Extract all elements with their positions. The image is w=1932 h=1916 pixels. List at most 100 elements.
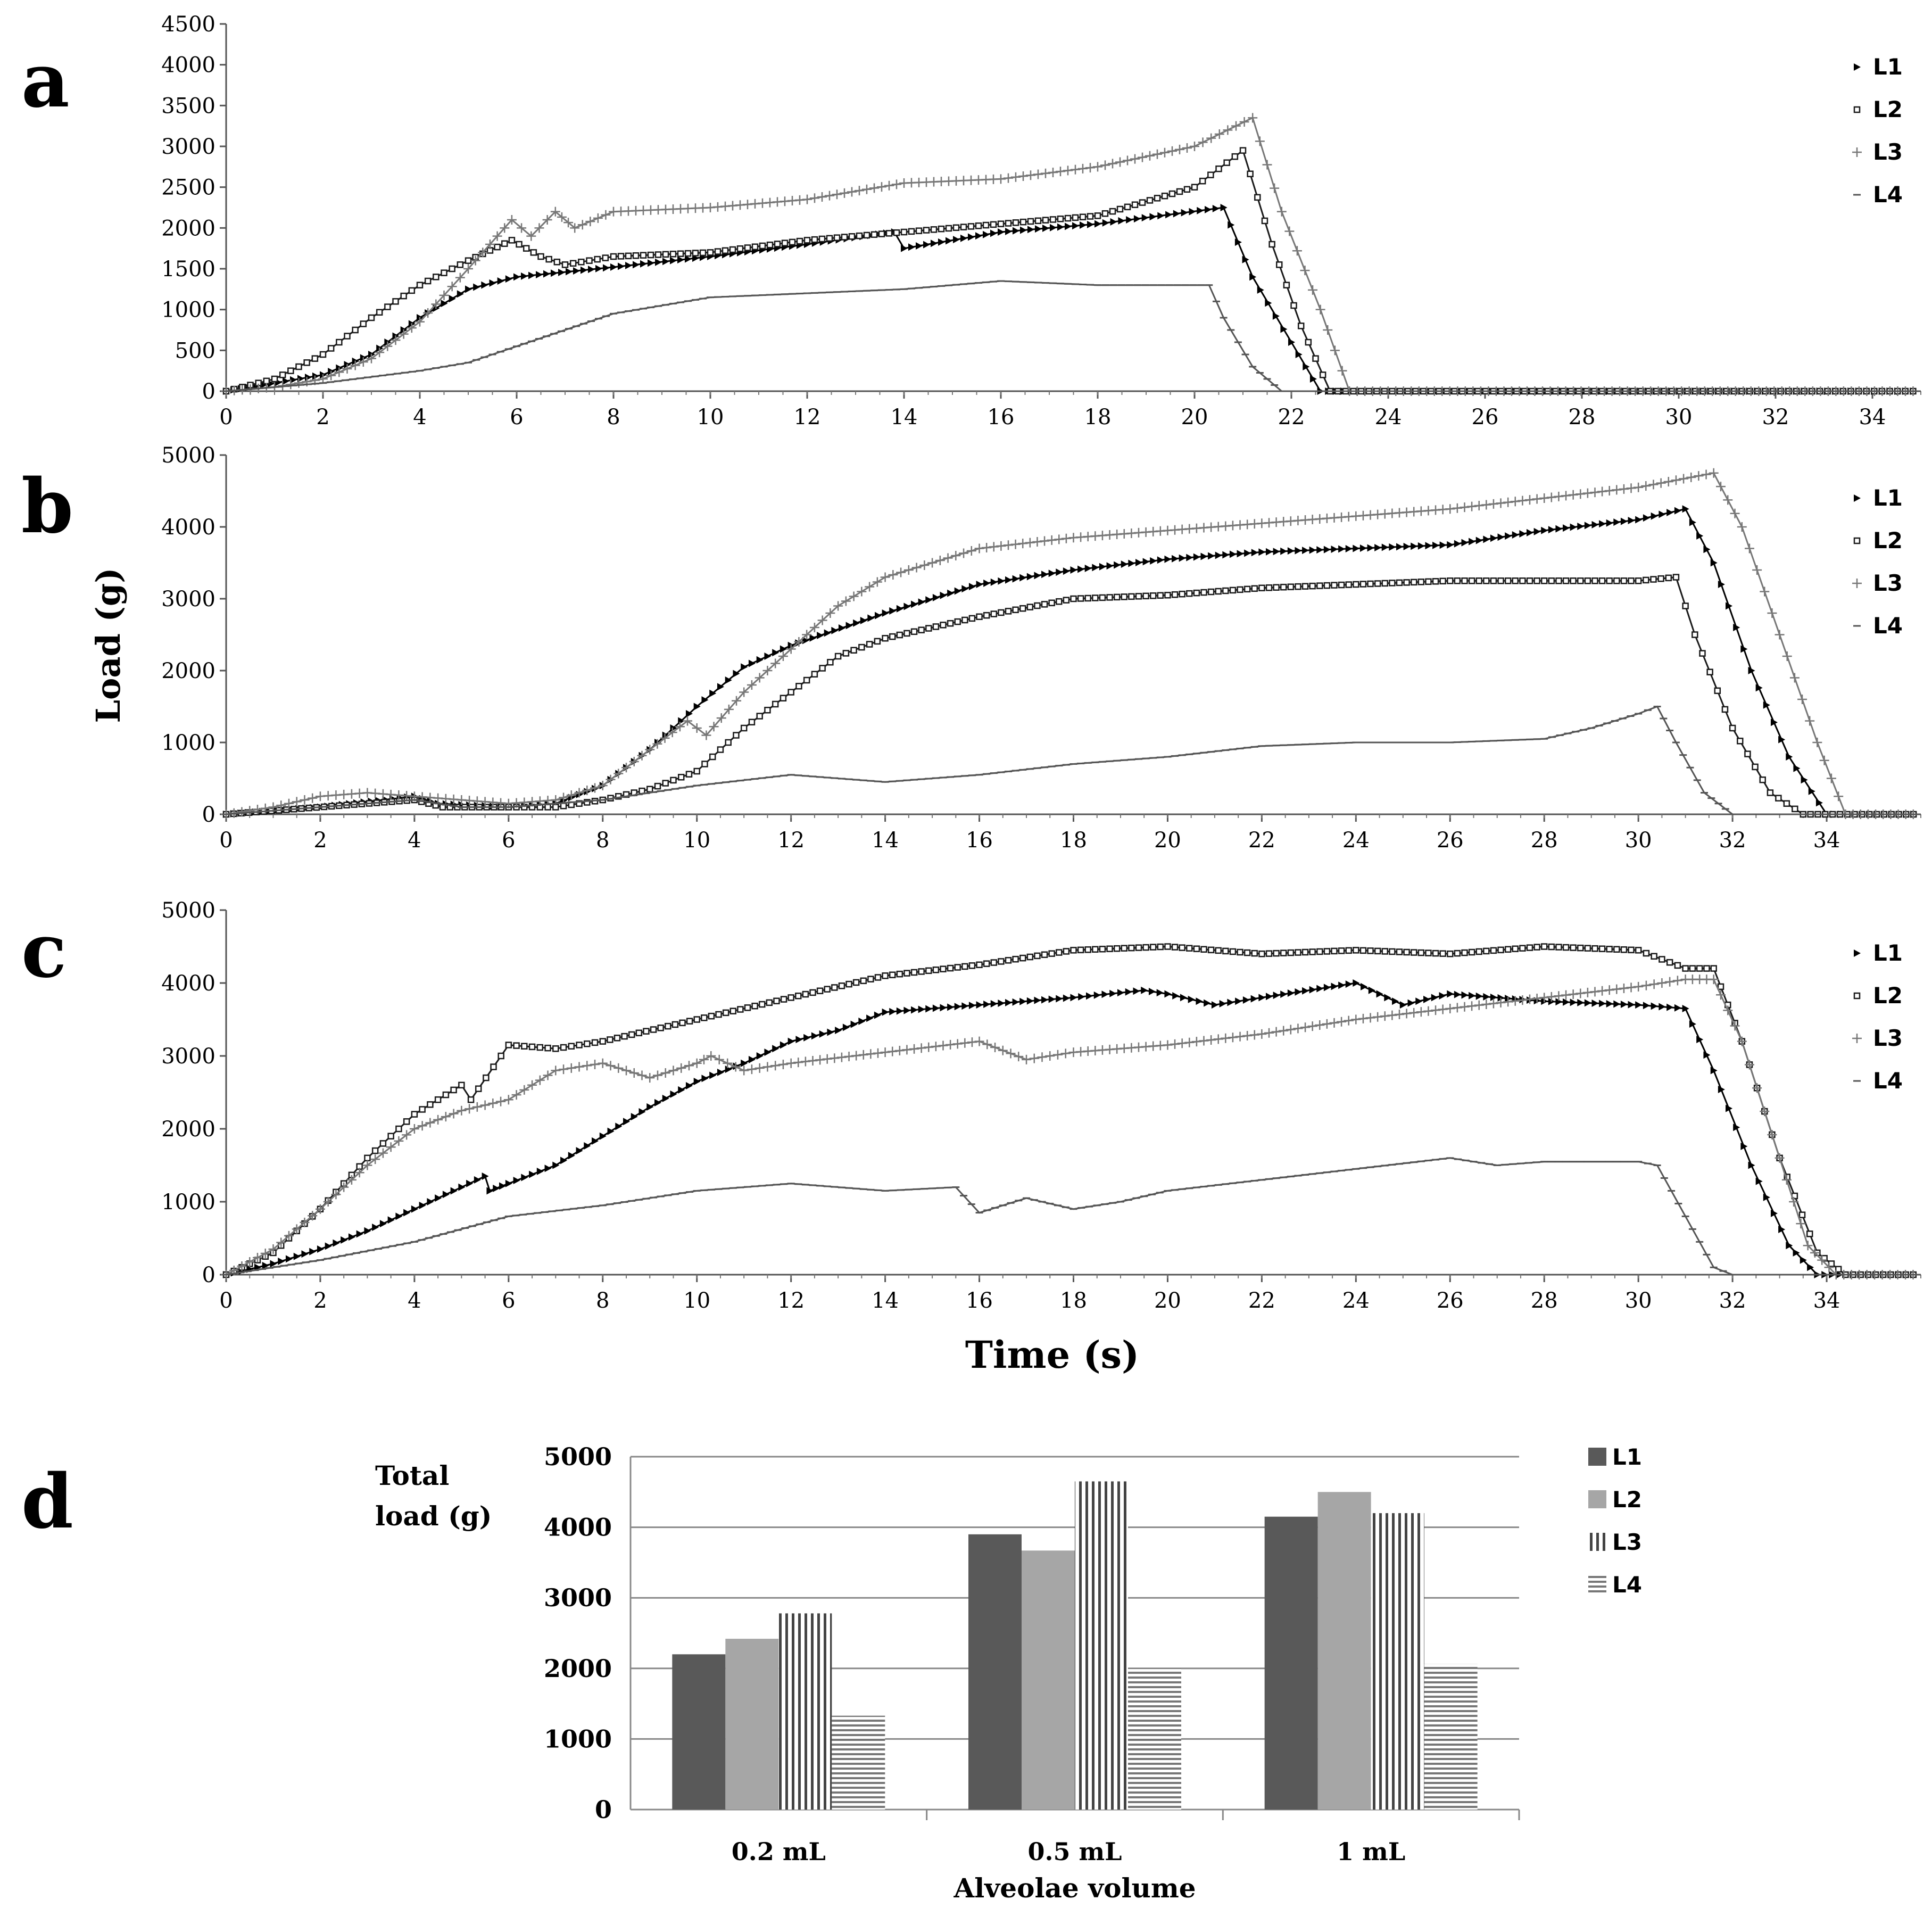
data-point-c-L2-82: [845, 980, 852, 988]
data-point-c-L1-47: [584, 1142, 591, 1150]
data-point-b-L3-199: [1723, 495, 1733, 505]
data-point-c-L3-88: [902, 1045, 912, 1055]
data-point-c-L2-137: [1243, 949, 1251, 956]
data-point-a-L3-31: [470, 255, 480, 266]
data-point-c-L3-76: [815, 1055, 825, 1065]
data-point-a-L1-106: [1035, 225, 1042, 233]
data-point-b-L3-174: [1539, 493, 1549, 503]
data-point-a-L3-135: [1255, 136, 1265, 146]
data-point-c-L3-145: [1322, 1019, 1332, 1029]
data-point-c-L3-128: [1199, 1036, 1209, 1046]
data-point-c-L2-115: [1084, 946, 1091, 953]
data-point-a-L2-134: [1247, 170, 1254, 177]
data-point-b-L3-56: [660, 733, 670, 743]
data-point-b-L3-190: [1656, 478, 1666, 488]
data-point-c-L3-4: [252, 1253, 262, 1263]
x-tick-label-a-13: 26: [1472, 405, 1499, 430]
data-point-b-L2-130: [1200, 589, 1207, 596]
legend-label-b-L4: L4: [1873, 613, 1903, 639]
data-point-c-L2-116: [1092, 946, 1099, 953]
data-point-b-L3-93: [951, 551, 961, 560]
data-point-b-L3-57: [667, 728, 677, 738]
data-point-c-L2-96: [947, 964, 954, 972]
data-point-c-L2-161: [1417, 949, 1425, 956]
data-point-a-L1-59: [677, 256, 684, 264]
data-point-c-L3-146: [1329, 1018, 1339, 1028]
data-point-c-L1-107: [1041, 996, 1049, 1004]
data-point-b-L2-111: [1063, 597, 1070, 604]
data-point-a-L2-97: [967, 223, 975, 230]
x-tick-label-b-13: 26: [1437, 828, 1464, 853]
data-point-c-L2-130: [1193, 945, 1200, 952]
bar-d-L4-0: [832, 1715, 885, 1810]
x-tick-label-a-1: 2: [316, 405, 329, 430]
data-point-b-L1-168: [1469, 538, 1476, 546]
data-point-c-L2-151: [1345, 947, 1352, 954]
data-point-a-L1-44: [566, 268, 573, 276]
data-point-b-L1-179: [1548, 526, 1555, 534]
y-tick-label-c-3: 3000: [161, 1044, 215, 1069]
data-point-b-L2-30: [446, 804, 453, 811]
data-point-a-L1-120: [1141, 214, 1149, 222]
data-point-c-L3-71: [778, 1059, 788, 1069]
data-point-b-L3-161: [1445, 504, 1455, 514]
data-point-c-L2-201: [1710, 965, 1717, 972]
data-point-c-L2-65: [722, 1009, 729, 1017]
data-point-b-L3-182: [1597, 486, 1607, 497]
data-point-a-L2-38: [523, 245, 530, 252]
y-tick-label-b-0: 0: [202, 803, 215, 827]
data-point-c-L3-109: [1060, 1048, 1071, 1059]
data-point-a-L2-61: [699, 249, 707, 257]
data-point-c-L2-163: [1432, 949, 1439, 957]
data-point-c-L3-86: [888, 1046, 898, 1056]
data-point-a-L2-56: [662, 251, 669, 258]
data-point-a-L2-104: [1019, 218, 1027, 226]
data-point-b-L1-170: [1483, 535, 1490, 543]
data-point-a-L3-112: [1078, 163, 1088, 174]
data-point-b-L1-137: [1244, 549, 1251, 557]
data-point-c-L2-103: [998, 958, 1005, 965]
data-point-c-L1-94: [947, 1003, 955, 1011]
data-point-a-L3-36: [507, 215, 517, 225]
data-point-c-L3-173: [1525, 994, 1535, 1004]
series-line-c-L1: [226, 982, 1921, 1276]
data-point-b-L1-113: [1070, 566, 1077, 574]
data-point-a-L3-118: [1123, 155, 1132, 166]
data-point-c-L3-38: [519, 1085, 529, 1095]
data-point-b-L2-191: [1643, 576, 1649, 584]
data-point-b-L1-198: [1689, 518, 1696, 526]
data-point-c-L2-194: [1659, 956, 1665, 963]
data-point-a-L1-136: [1265, 299, 1272, 307]
data-point-b-L1-186: [1599, 520, 1606, 528]
data-point-b-L1-69: [748, 659, 756, 667]
data-point-b-L2-77: [811, 671, 818, 678]
data-point-c-L3-80: [844, 1052, 854, 1062]
data-point-c-L3-161: [1438, 1004, 1448, 1014]
data-point-a-L1-108: [1050, 224, 1057, 232]
data-point-c-L2-41: [544, 1044, 551, 1052]
data-point-c-L3-89: [909, 1044, 919, 1054]
panel-label-d: d: [21, 1458, 73, 1546]
data-point-c-L3-94: [946, 1039, 956, 1050]
data-point-b-L2-147: [1323, 582, 1331, 589]
data-point-b-L1-206: [1748, 667, 1755, 674]
data-point-b-L3-85: [888, 570, 898, 580]
data-point-c-L2-100: [976, 961, 983, 968]
data-point-a-L3-106: [1033, 169, 1043, 179]
data-point-b-L1-61: [685, 710, 693, 717]
data-point-b-L2-83: [858, 643, 865, 651]
data-point-a-L2-62: [707, 249, 714, 256]
data-point-c-L1-23: [403, 1209, 411, 1217]
data-point-a-L1-137: [1272, 312, 1280, 320]
x-tick-label-b-17: 34: [1813, 828, 1840, 853]
data-point-c-L1-153: [1392, 997, 1399, 1005]
data-point-b-L2-63: [701, 761, 708, 767]
data-point-c-L2-81: [838, 982, 845, 989]
data-point-a-L1-45: [573, 267, 580, 275]
data-point-b-L3-201: [1737, 522, 1747, 532]
data-point-a-L3-134: [1248, 113, 1258, 123]
data-point-b-L3-68: [754, 673, 765, 683]
data-point-b-L2-200: [1714, 687, 1721, 695]
data-point-b-L1-175: [1519, 530, 1527, 538]
data-point-b-L2-44: [552, 804, 559, 811]
